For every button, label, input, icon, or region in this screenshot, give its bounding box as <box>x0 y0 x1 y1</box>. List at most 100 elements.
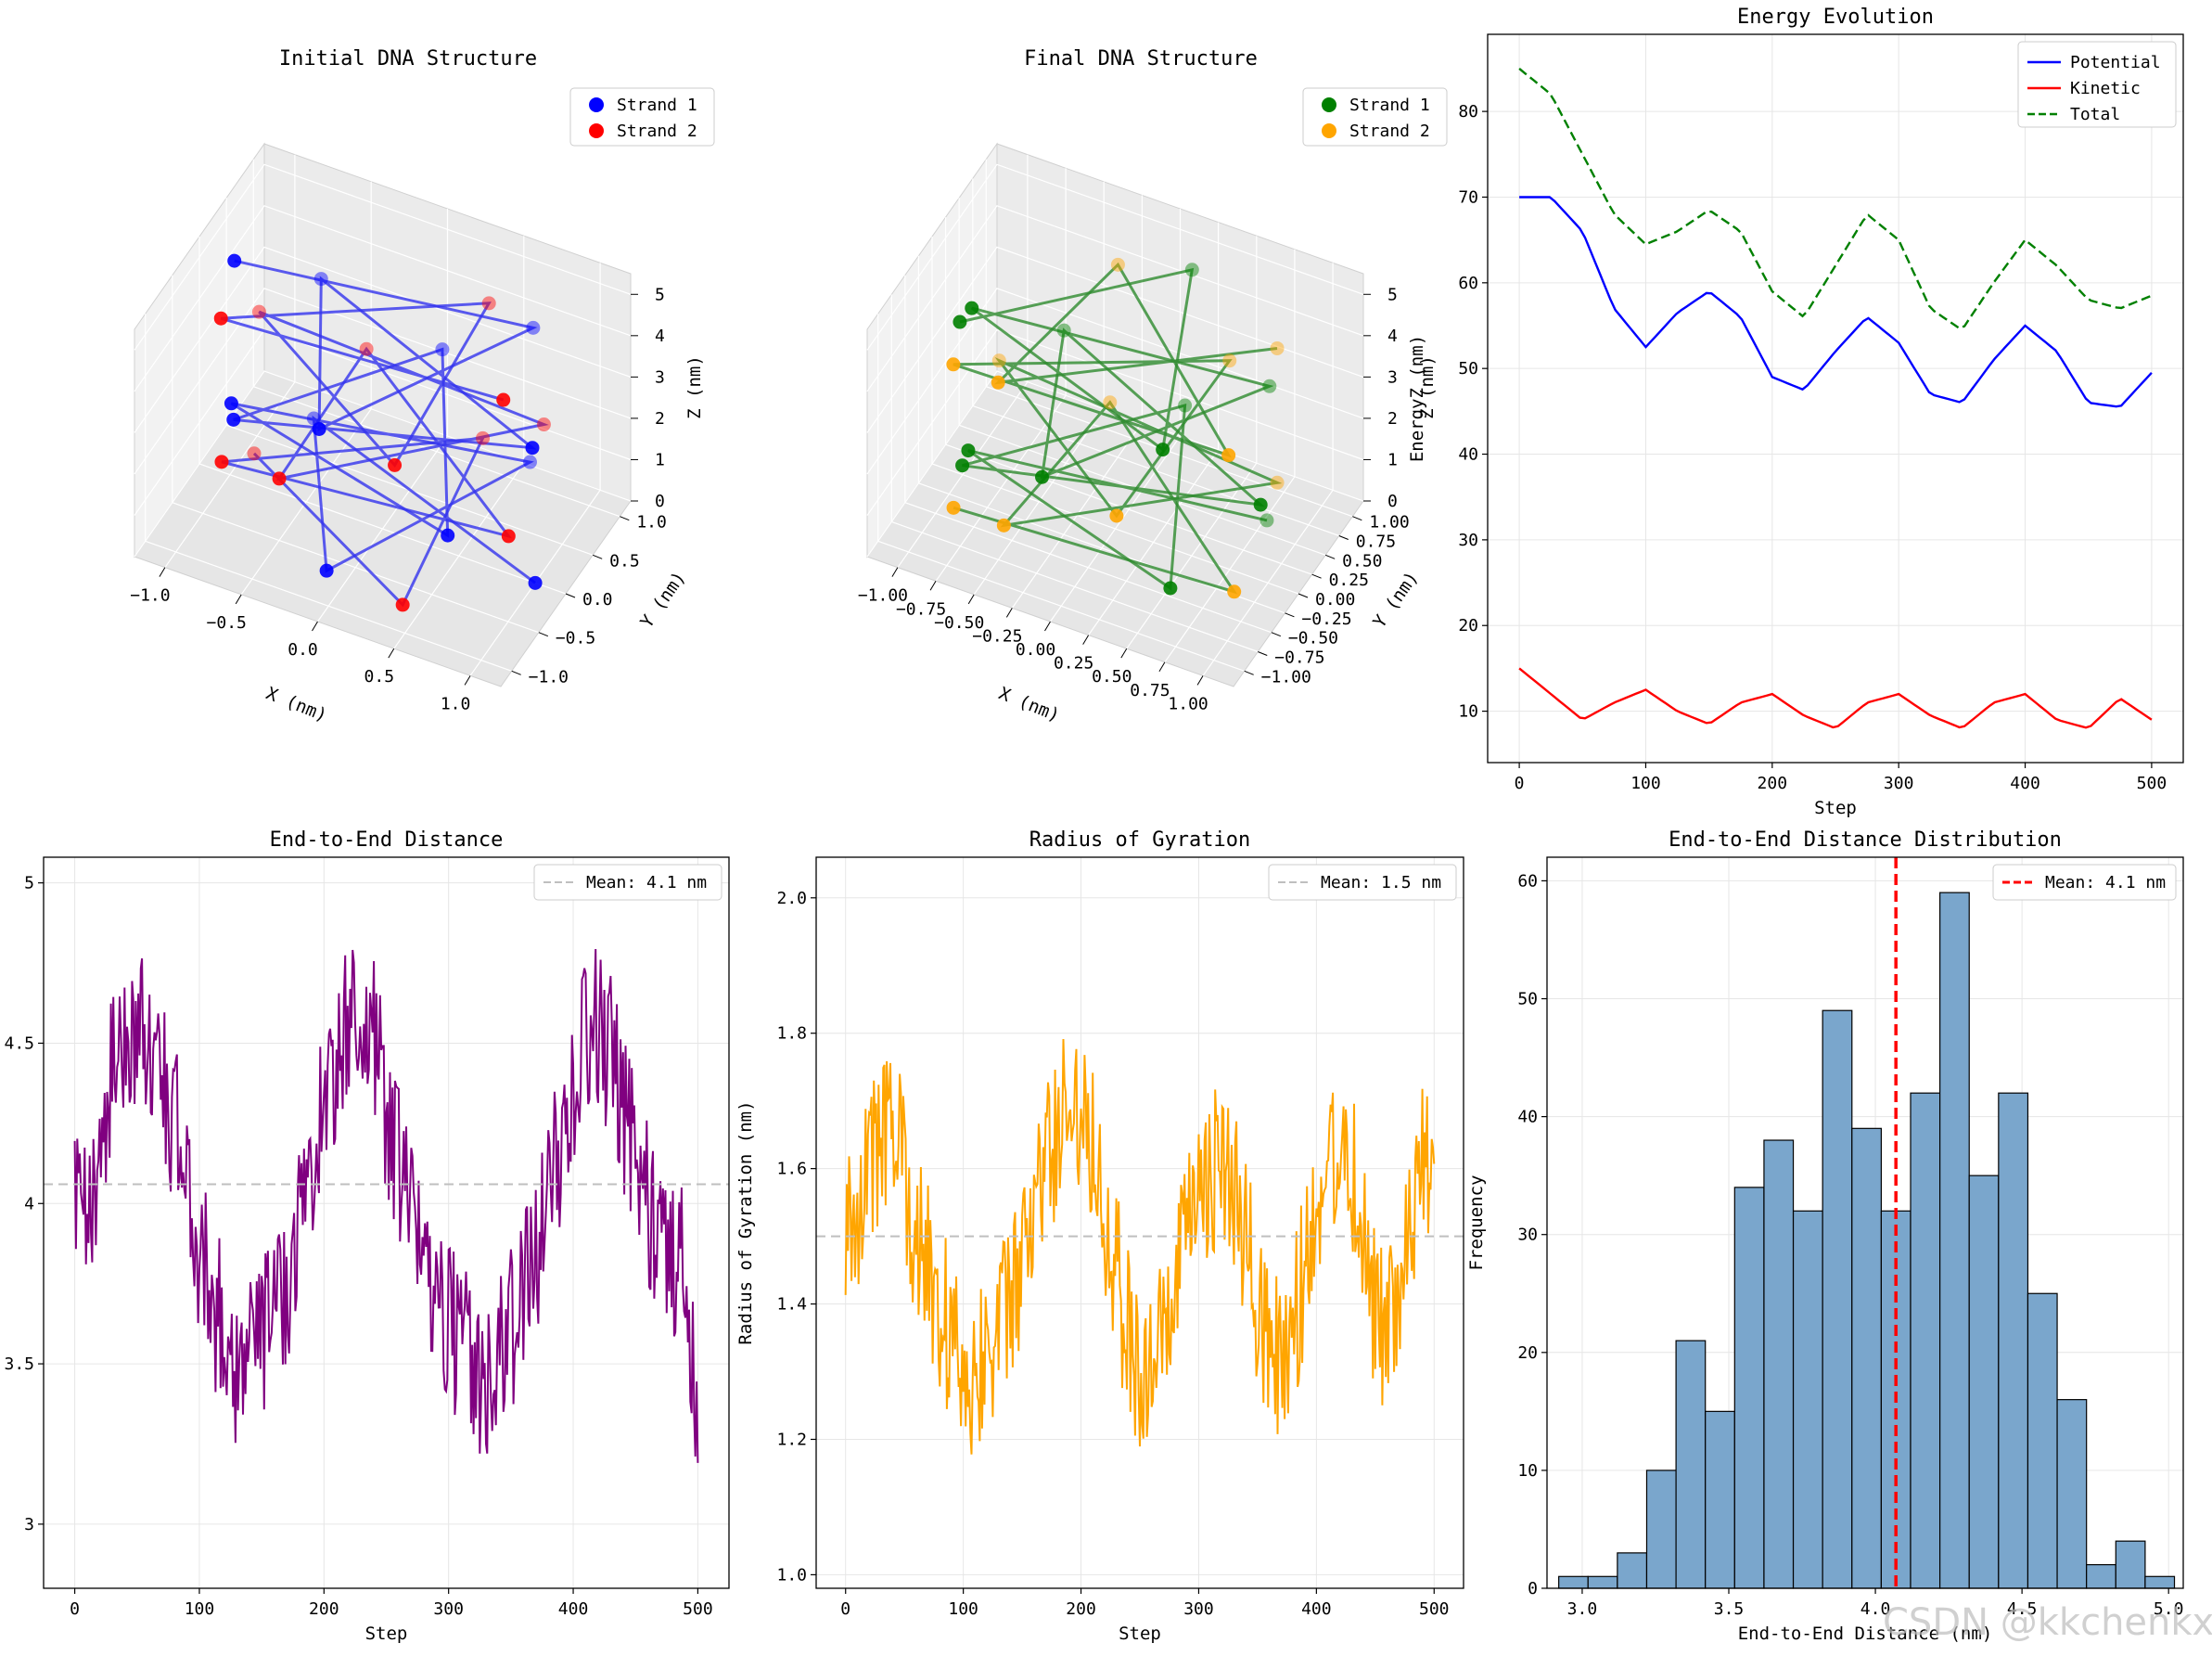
nucleotide-point-strand-1 <box>313 272 328 287</box>
x-tick-label: 500 <box>1419 1599 1450 1619</box>
panel-radius-of-gyration: 0 100 200 300 400 500 1.0 1.2 1.4 1.6 1.8 2.0 Radius… <box>735 828 1464 1644</box>
x-tick-label: −0.50 <box>934 613 984 633</box>
nucleotide-point-strand-2 <box>1103 395 1118 410</box>
panel-energy-evolution: 0 100 200 300 400 500 10 20 30 40 50 60 70 80 Energy E… <box>1407 6 2184 818</box>
legend-label: Kinetic <box>2070 79 2141 98</box>
nucleotide-point-strand-1 <box>955 458 970 473</box>
axes-frame <box>1487 33 2184 764</box>
x-tick <box>1158 661 1166 673</box>
z-tick-label: 4 <box>655 327 665 346</box>
nucleotide-point-strand-1 <box>224 396 238 411</box>
chart-title: End-to-End Distance Distribution <box>1669 828 2062 852</box>
z-axis-label: Z (nm) <box>684 355 705 419</box>
x-tick-label: 1.00 <box>1168 694 1208 713</box>
histogram-bar <box>1733 1187 1765 1589</box>
y-tick-label: 50 <box>1458 359 1478 379</box>
legend-label: Potential <box>2070 53 2161 72</box>
panel-final-dna: −1.00−0.75−0.50−0.250.000.250.500.751.00… <box>858 47 1448 725</box>
histogram-bar <box>2056 1399 2088 1589</box>
y-tick-label: 4.5 <box>4 1033 34 1053</box>
y-tick <box>1258 651 1268 656</box>
series-line <box>73 948 699 1463</box>
y-tick-label: 1.0 <box>776 1565 807 1585</box>
legend-label: Strand 1 <box>1349 96 1430 115</box>
z-tick-label: 3 <box>655 367 665 387</box>
nucleotide-point-strand-2 <box>536 417 551 432</box>
y-tick-label: 0.00 <box>1315 590 1355 610</box>
nucleotide-point-strand-1 <box>441 528 455 543</box>
x-tick-label: 400 <box>1301 1599 1332 1619</box>
grid-line <box>134 163 632 351</box>
z-axis-label: Z (nm) <box>1417 355 1438 419</box>
legend-box <box>1268 864 1457 901</box>
nucleotide-point-strand-1 <box>528 575 543 590</box>
legend-label: Strand 2 <box>617 122 697 141</box>
y-tick-label: 5 <box>24 874 34 893</box>
y-tick-label: 50 <box>1517 990 1538 1009</box>
y-tick <box>1352 516 1362 521</box>
x-tick <box>312 621 318 632</box>
y-tick <box>511 670 521 675</box>
histogram-bar <box>1822 1009 1853 1589</box>
watermark: CSDN @kkchenkx <box>1883 1601 2212 1644</box>
y-tick-label: 20 <box>1517 1343 1538 1363</box>
x-tick-label: 0.75 <box>1130 681 1170 700</box>
y-tick <box>1285 612 1295 618</box>
grid-line <box>866 328 1364 516</box>
y-tick-label: 60 <box>1458 274 1478 293</box>
nucleotide-point-strand-2 <box>1221 448 1236 463</box>
nucleotide-point-strand-2 <box>996 518 1011 533</box>
y-axis-label: Y (nm) <box>636 568 689 632</box>
y-tick-label: 1.4 <box>776 1295 807 1315</box>
y-tick-label: −1.00 <box>1261 667 1311 687</box>
series-line-kinetic <box>1518 667 2153 729</box>
x-tick-label: 0.50 <box>1092 667 1132 687</box>
histogram-bar <box>2086 1563 2116 1589</box>
x-axis-label: Step <box>1119 1624 1161 1644</box>
x-tick-label: 0.25 <box>1054 654 1093 674</box>
nucleotide-point-strand-2 <box>1227 584 1242 599</box>
y-tick-label: 1.8 <box>776 1024 807 1044</box>
y-tick <box>592 554 603 559</box>
nucleotide-point-strand-2 <box>481 296 496 311</box>
y-tick-label: 30 <box>1458 531 1478 550</box>
histogram-bar <box>2115 1540 2146 1589</box>
nucleotide-point-strand-1 <box>1178 398 1193 413</box>
panel-end-to-end-distance: 0 100 200 300 400 500 3 3.5 4 4.5 5 End-to-End Dist… <box>4 828 730 1644</box>
y-tick-label: 30 <box>1517 1226 1538 1245</box>
nucleotide-point-strand-1 <box>525 441 540 456</box>
nucleotide-point-strand-1 <box>1163 581 1178 596</box>
histogram-bar <box>1851 1127 1882 1589</box>
x-tick <box>464 675 471 686</box>
nucleotide-point-strand-2 <box>1110 257 1125 272</box>
y-tick-label: 60 <box>1517 871 1538 891</box>
x-tick <box>1005 608 1013 618</box>
nucleotide-point-strand-2 <box>496 392 511 407</box>
nucleotide-point-strand-1 <box>961 443 976 458</box>
legend-label: Total <box>2070 105 2120 124</box>
nucleotide-point-strand-1 <box>435 342 450 357</box>
nucleotide-point-strand-2 <box>388 457 403 472</box>
nucleotide-point-strand-1 <box>965 301 979 315</box>
legend-marker <box>1322 123 1336 138</box>
nucleotide-point-strand-1 <box>312 421 326 436</box>
grid-line <box>866 288 1364 475</box>
x-tick-label: 0.0 <box>288 640 318 660</box>
chart-title: End-to-End Distance <box>270 828 504 852</box>
x-tick <box>1196 675 1204 686</box>
legend-marker <box>1322 97 1336 112</box>
x-tick-label: 5.0 <box>2154 1599 2184 1619</box>
y-tick-label: 1.2 <box>776 1430 807 1449</box>
y-tick <box>1324 554 1336 559</box>
nucleotide-point-strand-2 <box>251 304 266 319</box>
x-tick <box>159 567 166 577</box>
z-tick-label: 1 <box>655 450 665 469</box>
x-axis-label: Step <box>365 1624 408 1644</box>
x-tick <box>235 594 242 605</box>
panel-distance-distribution: 3.0 3.5 4.0 4.5 5.0 0 10 20 30 40 50 60 End-to-End D… <box>1466 828 2184 1644</box>
plot-area <box>816 857 1464 1588</box>
y-tick-label: 10 <box>1458 702 1478 722</box>
histogram-bar <box>1763 1139 1795 1589</box>
nucleotide-point-strand-2 <box>214 455 229 469</box>
